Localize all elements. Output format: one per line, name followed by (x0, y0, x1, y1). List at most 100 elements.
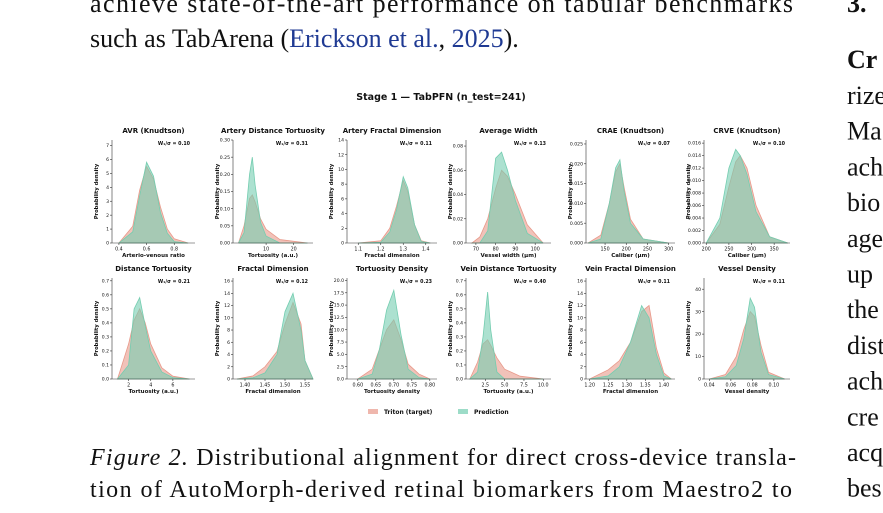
body-text: such as TabArena ( (90, 24, 289, 53)
x-tick-label: 0.10 (769, 383, 780, 389)
density-area (236, 292, 314, 380)
x-tick-label: 2 (127, 383, 130, 389)
panel: 0.00 0.02 0.04 0.06 0.08 70 80 90 100 Average Wid… (448, 127, 551, 259)
y-axis-label: Probability density (686, 300, 692, 356)
y-tick-label: 0 (580, 377, 583, 383)
annotation: W₁/σ = 0.40 (514, 279, 547, 285)
body-text: the (847, 295, 879, 324)
x-tick-label: 0.6 (143, 247, 151, 253)
y-tick-label: 12 (338, 152, 344, 158)
x-tick-label: 300 (664, 247, 673, 253)
annotation: W₁/σ = 0.12 (276, 279, 308, 285)
annotation: W₁/σ = 0.31 (276, 141, 308, 147)
y-tick-label: 0.3 (456, 335, 463, 341)
x-axis-label: Vessel density (725, 389, 770, 395)
body-text: Ma (847, 117, 882, 146)
density-area (116, 296, 190, 380)
y-tick-label: 0.5 (102, 306, 109, 312)
y-tick-label: 6 (227, 340, 230, 346)
body-text: ach (847, 367, 883, 396)
y-tick-label: 0.1 (456, 363, 463, 369)
y-tick-label: 20.0 (334, 278, 344, 284)
density-area (589, 304, 672, 380)
y-tick-label: 20 (695, 332, 701, 338)
paragraph-heading: Cr (847, 45, 877, 74)
y-tick-label: 10 (695, 354, 701, 360)
body-text: , (439, 24, 452, 53)
body-text: rize (847, 81, 883, 110)
y-tick-label: 0.016 (688, 141, 701, 147)
x-tick-label: 0.8 (170, 247, 178, 253)
x-tick-label: 1.50 (280, 383, 291, 389)
annotation: W₁/σ = 0.11 (400, 141, 432, 147)
density-area (588, 158, 669, 244)
y-tick-label: 5.0 (337, 352, 344, 358)
y-tick-label: 12 (224, 303, 230, 309)
y-tick-label: 0.0 (337, 377, 344, 383)
y-tick-label: 0.00 (220, 241, 230, 247)
y-tick-label: 0.002 (688, 228, 701, 234)
panel: 0 1 2 3 4 5 6 7 0.4 0.6 0.8 AVR (Knudtson) W₁/σ = 0.… (94, 127, 195, 259)
panel: 0 2 4 6 8 10 12 14 16 1.20 1.25 1.30 1.35 1.40 Vein Fr… (568, 265, 676, 395)
density-area (358, 175, 431, 244)
x-axis-label: Caliber (μm) (611, 253, 650, 259)
y-tick-label: 16 (577, 279, 583, 285)
panel: 0.0 0.1 0.2 0.3 0.4 0.5 0.6 0.7 2.5 5.0 7.5 10.0 Vei… (448, 265, 557, 395)
y-axis-label: Probability density (94, 163, 100, 219)
y-axis-label: Probability density (568, 163, 574, 219)
y-tick-label: 0.04 (453, 192, 463, 198)
x-axis-label: Fractal dimension (603, 389, 658, 395)
x-axis-label: Vessel width (μm) (481, 253, 537, 259)
y-tick-label: 0.0 (102, 377, 109, 383)
caption-text: tion of AutoMorph-derived retinal biomar… (90, 477, 792, 503)
citation[interactable]: Erickson et al. (289, 24, 438, 53)
x-tick-label: 300 (747, 247, 756, 253)
x-tick-label: 6 (171, 383, 174, 389)
y-tick-label: 0.00 (453, 241, 463, 247)
density-area (357, 288, 430, 380)
body-text: such as TabArena (Erickson et al., 2025)… (90, 24, 519, 53)
y-tick-label: 0.02 (453, 216, 463, 222)
x-axis-label: Caliber (μm) (728, 253, 767, 259)
x-axis-label: Fractal dimension (245, 389, 300, 395)
panel: 0 2 4 6 8 10 12 14 16 1.40 1.45 1.50 1.55 Fractal Dim… (215, 265, 314, 395)
annotation: W₁/σ = 0.10 (753, 141, 786, 147)
citation[interactable]: 2025 (452, 24, 504, 53)
y-tick-label: 0.10 (220, 206, 230, 212)
y-tick-label: 0.2 (102, 349, 109, 355)
y-tick-label: 12 (577, 303, 583, 309)
y-tick-label: 4 (341, 211, 344, 217)
y-tick-label: 0.006 (688, 203, 701, 209)
y-tick-label: 5 (106, 171, 109, 177)
panel: 0.0 2.5 5.0 7.5 10.0 12.5 15.0 17.5 20.0 0.60 0.65… (329, 265, 437, 395)
y-tick-label: 10 (224, 315, 230, 321)
annotation: W₁/σ = 0.07 (638, 141, 670, 147)
y-tick-label: 6 (580, 340, 583, 346)
y-tick-label: 0.7 (102, 278, 109, 284)
x-tick-label: 1.55 (300, 383, 311, 389)
annotation: W₁/σ = 0.13 (514, 141, 546, 147)
body-text: ach (847, 152, 883, 181)
y-axis-label: Probability density (448, 163, 454, 219)
x-tick-label: 5.0 (501, 383, 509, 389)
body-text: cre (847, 402, 879, 431)
y-axis-label: Probability density (686, 163, 692, 219)
y-tick-label: 0.3 (102, 335, 109, 341)
y-axis-label: Probability density (215, 163, 221, 219)
panel-title: Distance Tortuosity (115, 265, 192, 273)
panel: 0.000 0.002 0.004 0.006 0.008 0.010 0.012 0.014… (686, 127, 790, 259)
y-tick-label: 2 (341, 226, 344, 232)
y-axis-label: Probability density (215, 300, 221, 356)
y-tick-label: 15.0 (334, 303, 344, 309)
x-tick-label: 0.04 (704, 383, 715, 389)
panel: 0 10 20 30 40 0.04 0.06 0.08 0.10 Vessel Density W… (686, 265, 790, 395)
x-tick-label: 10.0 (538, 383, 549, 389)
panel: 0.00 0.05 0.10 0.15 0.20 0.25 0.30 10 20 Artery D… (215, 127, 325, 259)
x-axis-label: Arterio-venous ratio (122, 253, 185, 259)
x-axis-label: Tortuosity (a.u.) (484, 389, 534, 395)
panel-title: Artery Distance Tortuosity (221, 127, 325, 135)
y-tick-label: 0.020 (570, 161, 583, 167)
y-tick-label: 0.25 (220, 155, 230, 161)
y-tick-label: 10 (338, 167, 344, 173)
y-tick-label: 6 (341, 196, 344, 202)
